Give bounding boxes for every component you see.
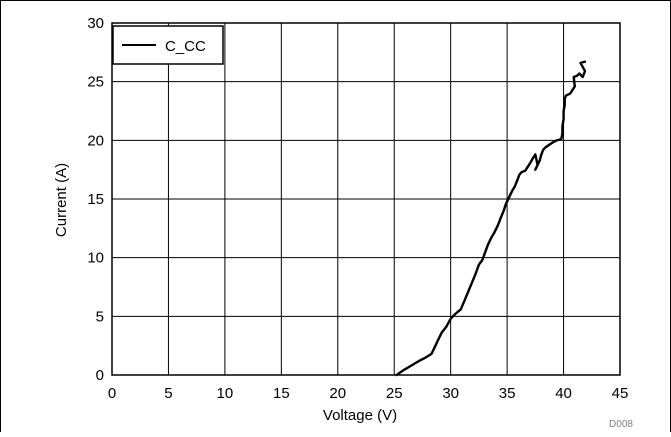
x-axis-label: Voltage (V): [323, 407, 397, 424]
x-tick-label: 5: [164, 385, 172, 402]
x-tick-label: 20: [329, 385, 346, 402]
y-tick-label: 10: [87, 250, 104, 267]
legend: C_CC: [112, 25, 224, 65]
y-tick-label: 20: [87, 132, 104, 149]
x-tick-label: 45: [612, 385, 629, 402]
x-tick-label: 0: [108, 385, 116, 402]
y-tick-label: 30: [87, 15, 104, 32]
plot-area-border: [111, 22, 621, 376]
grid-layer: [111, 22, 621, 376]
y-tick-label: 0: [96, 367, 104, 384]
x-tick-label: 35: [499, 385, 516, 402]
tick-label-layer: 0 5 10 15 20 25 30 35 40 45 0 5 10 15 20 25 30: [87, 15, 628, 402]
x-tick-label: 15: [273, 385, 290, 402]
x-tick-label: 40: [555, 385, 572, 402]
y-axis-label: Current (A): [53, 163, 70, 237]
figure-id-label: D008: [609, 419, 633, 430]
y-tick-label: 15: [87, 191, 104, 208]
x-tick-label: 30: [442, 385, 459, 402]
legend-label-c-cc: C_CC: [165, 38, 206, 55]
y-tick-label: 25: [87, 74, 104, 91]
series-line-c-cc: [395, 60, 587, 377]
y-tick-label: 5: [96, 308, 104, 325]
x-tick-label: 10: [217, 385, 234, 402]
series-layer: [395, 60, 587, 377]
x-tick-label: 25: [386, 385, 403, 402]
